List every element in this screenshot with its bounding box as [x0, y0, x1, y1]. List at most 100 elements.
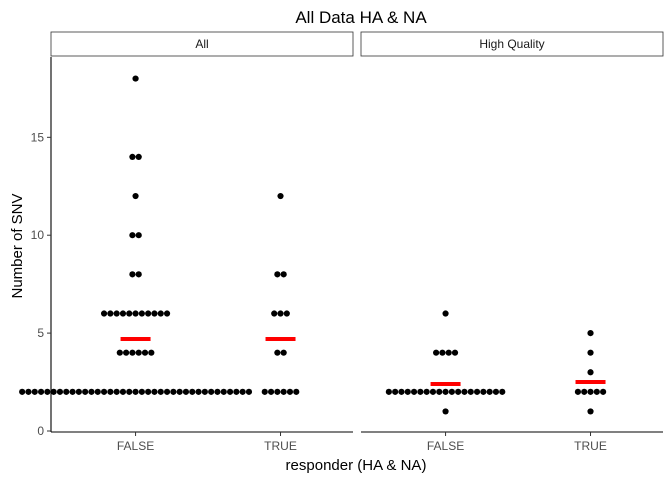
x-tick-label: TRUE	[264, 439, 297, 453]
data-point	[75, 388, 82, 395]
facet-strip-label: High Quality	[479, 37, 544, 51]
data-point	[574, 388, 582, 395]
data-point	[25, 388, 32, 395]
data-point	[398, 388, 405, 395]
data-point	[455, 388, 462, 395]
data-point	[94, 388, 101, 395]
facet-panels: All 0 5 10 15 FALSE TRUE High Quality FALSE TRUE	[19, 31, 664, 453]
data-point	[274, 271, 281, 278]
data-point	[410, 388, 418, 395]
data-point	[442, 310, 449, 317]
data-point	[233, 388, 240, 395]
facet-strip	[50, 31, 354, 57]
data-point	[392, 388, 399, 395]
data-point	[132, 75, 139, 82]
y-tick-label: 0	[37, 424, 44, 438]
data-point	[113, 310, 120, 317]
data-point	[404, 388, 411, 395]
data-point	[56, 388, 64, 395]
data-point	[135, 153, 142, 160]
data-point	[113, 388, 120, 395]
data-point	[69, 388, 76, 395]
data-point	[245, 388, 253, 395]
data-point	[132, 310, 139, 317]
data-point	[448, 388, 455, 395]
data-point	[138, 388, 145, 395]
data-point	[151, 388, 158, 395]
data-point	[442, 388, 449, 395]
data-point	[261, 388, 268, 395]
data-point	[100, 388, 108, 395]
data-point	[19, 388, 26, 395]
data-point	[442, 408, 449, 415]
y-tick-label: 5	[37, 326, 44, 340]
facet-strip	[360, 31, 664, 57]
data-point	[145, 310, 152, 317]
data-point	[129, 271, 136, 278]
data-point	[473, 388, 481, 395]
x-axis-title: responder (HA & NA)	[286, 457, 427, 474]
data-point	[277, 192, 284, 200]
data-point	[157, 310, 164, 317]
data-point	[100, 310, 108, 317]
y-tick-label: 10	[31, 228, 45, 242]
data-point	[126, 310, 133, 317]
data-point	[135, 271, 142, 278]
data-point	[581, 388, 588, 395]
data-point	[587, 408, 594, 415]
data-point	[123, 349, 130, 356]
data-point	[88, 388, 95, 395]
data-point	[116, 349, 123, 356]
data-point	[423, 388, 430, 395]
data-point	[63, 388, 70, 395]
data-point	[271, 310, 278, 317]
data-point	[587, 330, 594, 337]
panel-high-quality: High Quality FALSE TRUE	[360, 31, 664, 453]
data-point	[176, 388, 183, 395]
data-point	[119, 388, 127, 395]
data-point	[280, 271, 287, 278]
data-point	[151, 310, 158, 317]
data-point	[239, 388, 246, 395]
chart-title: All Data HA & NA	[295, 8, 427, 27]
data-point	[587, 388, 594, 395]
data-point	[82, 388, 89, 395]
data-point	[170, 388, 177, 395]
data-point	[201, 388, 208, 395]
data-point	[44, 388, 51, 395]
y-axis-title: Number of SNV	[9, 193, 26, 298]
data-point	[50, 388, 57, 395]
data-point	[429, 388, 437, 395]
x-tick-label: TRUE	[574, 439, 607, 453]
data-point	[145, 388, 152, 395]
data-point	[280, 388, 287, 395]
data-point	[274, 388, 281, 395]
data-point	[132, 388, 139, 395]
data-point	[433, 349, 440, 356]
data-point	[439, 349, 446, 356]
data-point	[385, 388, 392, 395]
data-point	[129, 153, 136, 160]
data-point	[129, 349, 136, 356]
data-point	[135, 349, 142, 356]
data-point	[587, 349, 594, 356]
data-point	[182, 388, 190, 395]
data-point	[492, 388, 500, 395]
data-point	[208, 388, 215, 395]
data-point	[417, 388, 424, 395]
data-point	[600, 388, 607, 395]
data-point	[226, 388, 234, 395]
data-point	[293, 388, 300, 395]
data-point	[132, 192, 139, 200]
data-point	[467, 388, 474, 395]
data-point	[461, 388, 468, 395]
data-point	[138, 310, 145, 317]
data-point	[163, 310, 171, 317]
data-point	[220, 388, 227, 395]
data-point	[37, 388, 45, 395]
data-point	[267, 388, 275, 395]
data-point	[119, 310, 127, 317]
x-tick-label: FALSE	[117, 439, 154, 453]
data-point	[135, 232, 142, 239]
